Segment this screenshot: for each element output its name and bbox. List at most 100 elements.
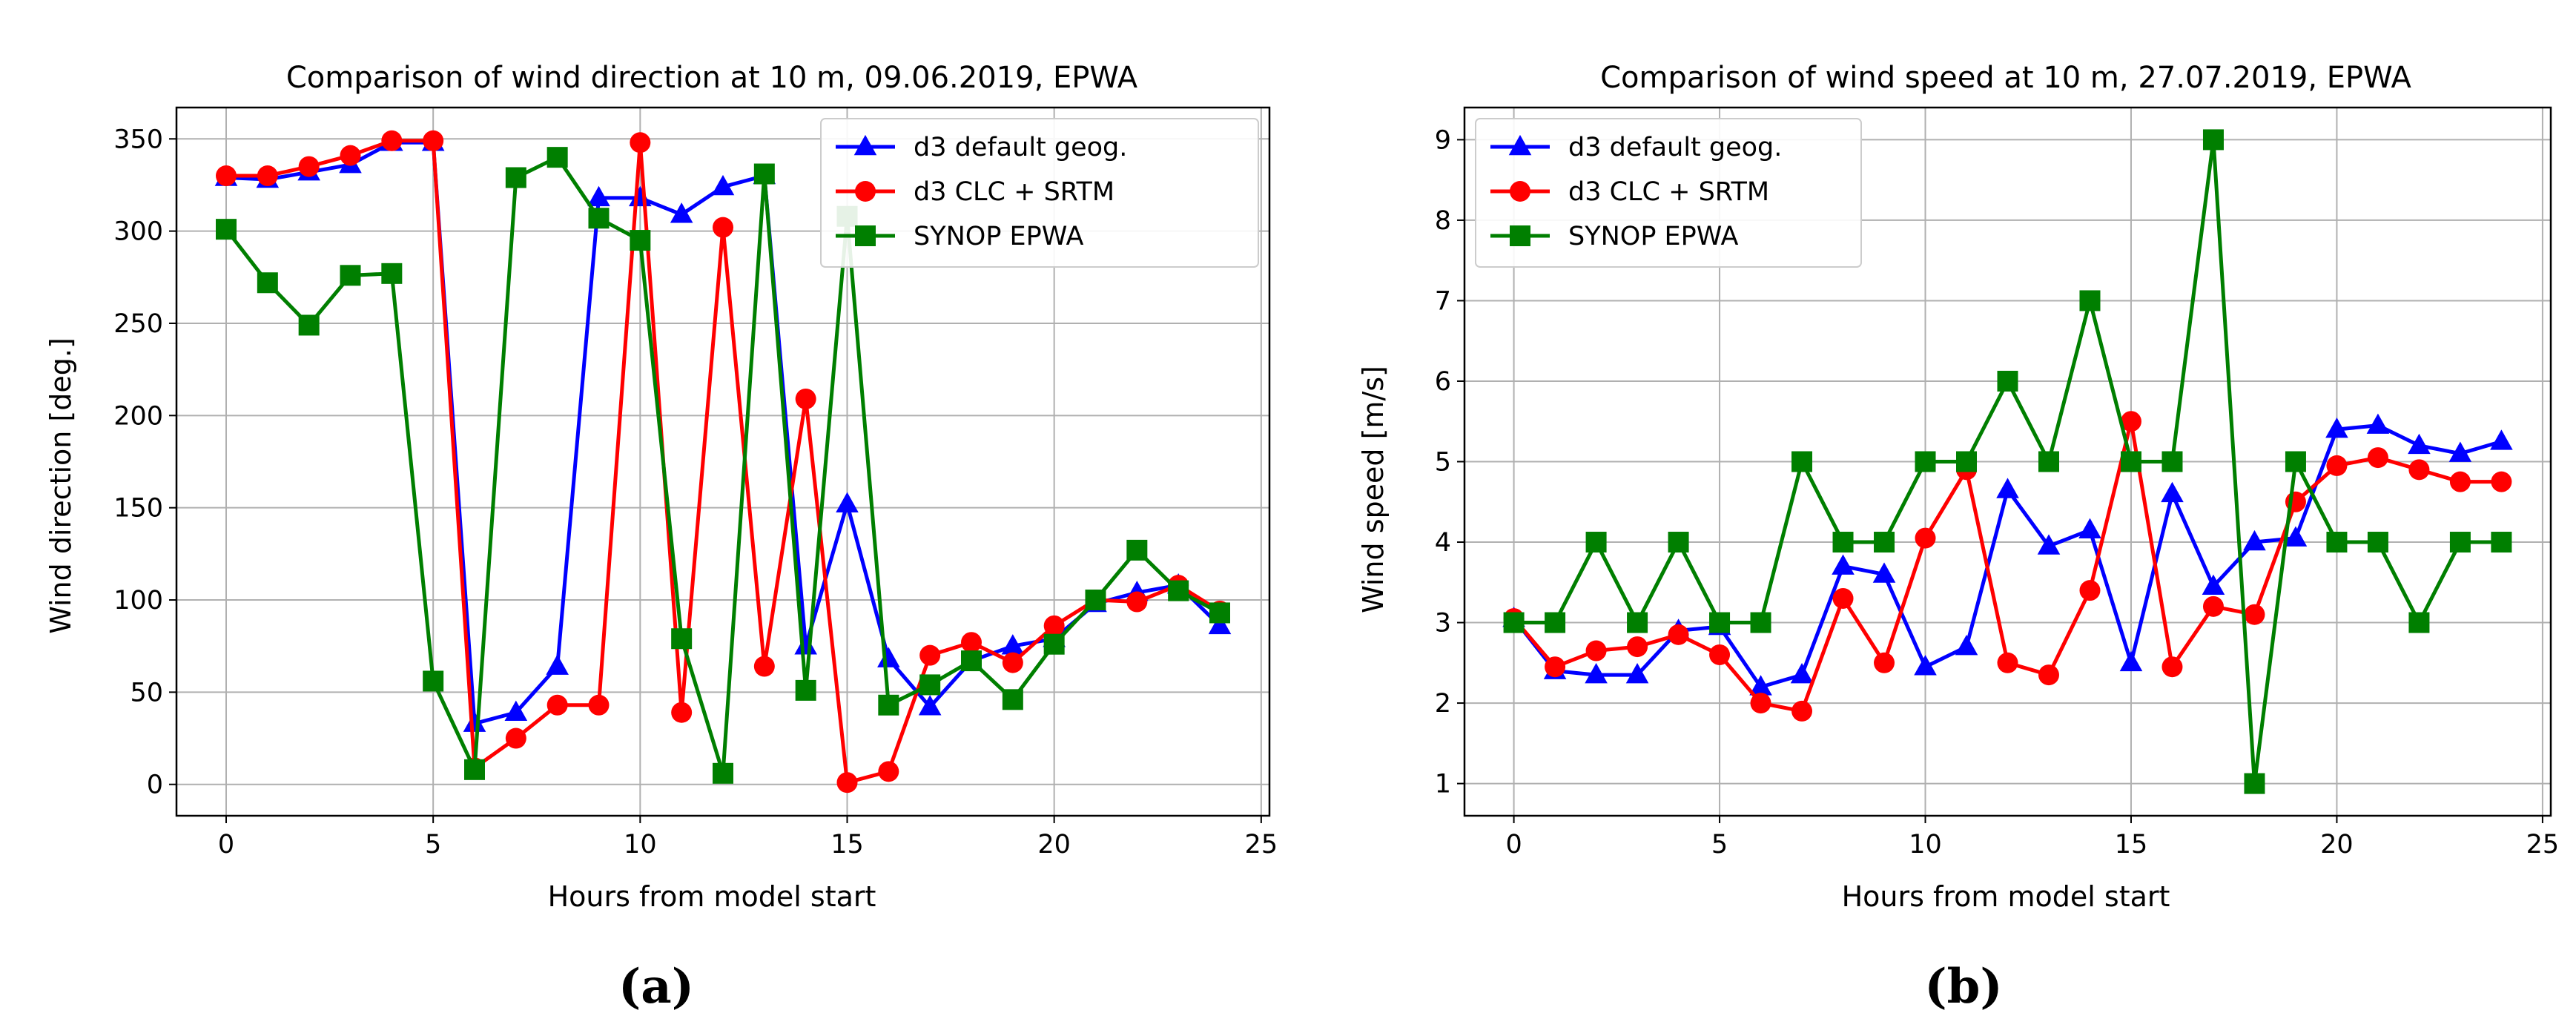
data-point	[2202, 574, 2225, 595]
data-point	[1168, 580, 1189, 601]
data-point	[1585, 640, 1607, 661]
data-point	[2408, 612, 2430, 633]
data-point	[795, 388, 816, 409]
y-tick-label: 2	[1435, 689, 1451, 719]
data-point	[1874, 652, 1895, 673]
data-point	[1996, 478, 2019, 498]
panel-label: (b)	[1924, 959, 2002, 1014]
chart-title: Comparison of wind speed at 10 m, 27.07.…	[1600, 61, 2411, 95]
data-point	[877, 647, 900, 667]
data-point	[753, 163, 775, 185]
data-point	[2079, 290, 2101, 311]
data-point	[919, 644, 941, 666]
legend-label: SYNOP EPWA	[1568, 222, 1738, 251]
x-tick-label: 25	[2526, 830, 2560, 860]
data-point	[2161, 451, 2183, 472]
data-point	[1126, 591, 1148, 613]
data-point	[1209, 602, 1230, 624]
data-point	[2078, 518, 2101, 539]
y-tick-label: 9	[1435, 125, 1451, 155]
y-tick-label: 150	[113, 494, 163, 524]
series-synop-epwa	[1503, 129, 2512, 794]
data-point	[671, 702, 693, 723]
legend-label: d3 CLC + SRTM	[914, 177, 1114, 207]
legend-item: SYNOP EPWA	[836, 222, 1083, 251]
panel-label: (a)	[618, 959, 694, 1014]
data-point	[2038, 664, 2059, 686]
data-point	[2448, 441, 2472, 462]
chart-panel-b: Comparison of wind speed at 10 m, 27.07.…	[1357, 61, 2559, 1014]
data-point	[2408, 433, 2431, 455]
x-tick-label: 0	[1505, 830, 1522, 860]
data-point	[1915, 527, 1936, 549]
data-point	[381, 130, 403, 151]
data-point	[1126, 539, 1148, 561]
data-point	[2490, 429, 2513, 450]
legend-marker	[1508, 134, 1532, 156]
data-point	[1956, 451, 1978, 472]
data-point	[630, 230, 651, 251]
data-point	[2120, 451, 2141, 472]
data-point	[1002, 689, 1023, 710]
data-point	[1627, 636, 1648, 658]
data-point	[2284, 526, 2308, 547]
legend-marker	[1510, 225, 1530, 246]
legend-item: d3 default geog.	[1490, 133, 1782, 162]
y-tick-label: 1	[1435, 770, 1451, 799]
data-point	[216, 219, 237, 240]
data-point	[1545, 612, 1566, 633]
data-point	[1085, 590, 1106, 611]
axes-frame	[1463, 106, 2552, 817]
data-point	[2325, 417, 2348, 438]
data-point	[1790, 662, 1814, 684]
y-tick-label: 300	[113, 217, 163, 247]
y-tick-label: 3	[1435, 609, 1451, 639]
data-point	[1545, 656, 1566, 678]
data-point	[298, 314, 320, 336]
data-point	[2491, 532, 2512, 553]
data-point	[1709, 644, 1731, 665]
data-point	[961, 650, 982, 672]
legend: d3 default geog. d3 CLC + SRTM SYNOP EPWA	[1475, 118, 1862, 268]
legend: d3 default geog. d3 CLC + SRTM SYNOP EPWA	[820, 118, 1259, 268]
data-point	[1749, 675, 1772, 696]
legend-marker	[855, 181, 876, 202]
series-line	[1512, 423, 2503, 689]
axes-frame	[175, 106, 1271, 817]
legend-item: SYNOP EPWA	[1490, 222, 1738, 251]
data-point	[1750, 693, 1771, 714]
data-point	[1001, 634, 1025, 655]
data-point	[504, 700, 528, 721]
data-point	[794, 634, 817, 655]
data-point	[1874, 532, 1895, 553]
data-point	[1668, 532, 1689, 553]
data-point	[257, 272, 278, 294]
chart-panel-a: Comparison of wind direction at 10 m, 09…	[44, 61, 1278, 1014]
data-point	[2408, 459, 2430, 481]
data-point	[588, 694, 610, 716]
data-point	[2367, 532, 2388, 553]
data-point	[463, 711, 486, 732]
data-point	[2202, 129, 2224, 151]
data-point	[878, 694, 899, 716]
data-point	[505, 167, 526, 188]
data-point	[1914, 655, 1937, 676]
data-point	[381, 263, 403, 284]
legend-item: d3 CLC + SRTM	[836, 177, 1114, 207]
data-point	[713, 217, 733, 238]
data-point	[1750, 612, 1771, 633]
data-point	[2366, 413, 2390, 434]
x-tick-label: 15	[2115, 830, 2148, 860]
x-axis-label: Hours from model start	[1842, 880, 2170, 913]
x-tick-label: 5	[1711, 830, 1728, 860]
data-point	[216, 165, 237, 187]
y-tick-label: 7	[1435, 286, 1451, 316]
data-point	[2243, 529, 2266, 551]
x-axis-label: Hours from model start	[548, 880, 876, 913]
y-tick-label: 4	[1435, 528, 1451, 558]
data-point	[1208, 613, 1232, 635]
data-point	[340, 265, 361, 286]
legend-marker	[1510, 181, 1530, 202]
data-point	[2285, 451, 2306, 472]
